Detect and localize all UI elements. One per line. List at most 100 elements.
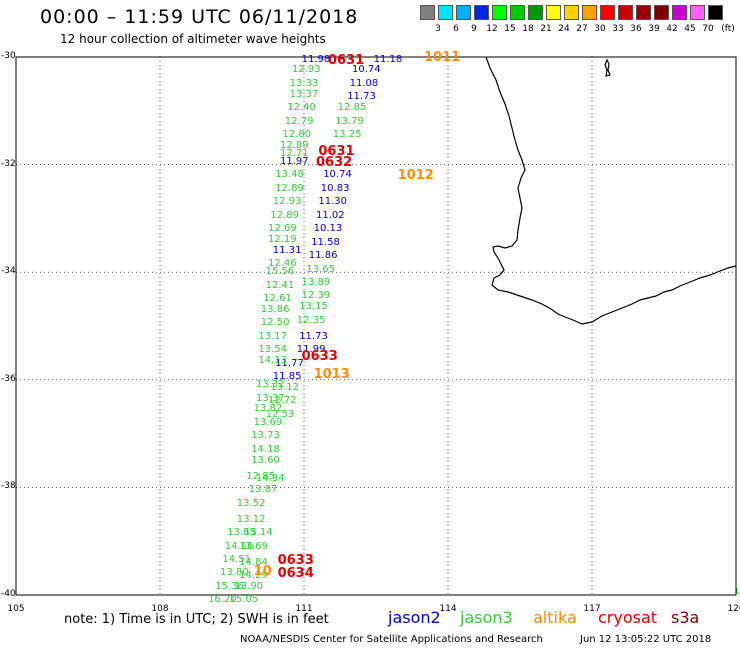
legend-swatch [420,5,435,20]
jason3-wave-height: 13.15 [299,301,328,313]
australia-coastline [485,56,737,325]
legend-swatch [438,5,453,20]
jason3-wave-height: 13.48 [275,169,304,181]
jason3-wave-height: 13.69 [239,540,268,552]
jason2-wave-height: 11.08 [349,77,379,89]
jason2-wave-height: 11.77 [275,357,304,369]
legend-level-label: 70 [702,24,714,34]
jason3-wave-height: 14.18 [251,443,280,455]
jason3-wave-height: 12.39 [301,290,331,302]
legend-level-label: 15 [504,24,516,34]
legend-level-label: 12 [486,24,498,34]
jason3-wave-height: 14.29 [239,570,268,582]
footer-note: note: 1) Time is in UTC; 2) SWH is in fe… [64,612,329,627]
jason3-wave-height: 12.35 [296,314,326,326]
cryosat-time-label: 0631 [318,144,355,160]
jason3-wave-height: 13.73 [251,430,280,442]
lat-label: -36 [1,373,16,384]
legend-swatch [456,5,471,20]
jason2-wave-height: 11.18 [373,53,403,65]
jason2-wave-height: 10.74 [352,64,381,76]
jason3-wave-height: 13.80 [220,567,249,579]
jason2-wave-height: 11.99 [296,344,326,356]
page-title: 00:00 – 11:59 UTC 06/11/2018 [40,6,359,28]
lon-label: 108 [151,604,169,614]
jason3-wave-height: 12.89 [270,209,300,221]
legend-level-label: 21 [540,24,552,34]
jason3-wave-height: 13.87 [248,484,278,496]
jason3-wave-height: 13.17 [258,330,288,342]
jason2-wave-height: 11.73 [299,330,328,342]
lon-label: 117 [583,604,601,614]
legend-level-label: 30 [594,24,606,34]
jason3-wave-height: 12.71 [280,147,309,159]
jason3-wave-height: 13.90 [234,580,264,592]
jason3-wave-height: 13.52 [236,497,266,509]
legend-level-label: 6 [453,24,459,34]
legend-cryosat: cryosat [598,608,658,627]
jason3-wave-height: 12.61 [263,293,292,305]
legend-level-label: 9 [471,24,477,34]
legend-swatch [690,5,705,20]
jason3-wave-height: 15.36 [215,580,244,592]
jason3-wave-height: 12.19 [268,233,297,245]
jason3-wave-height: 13.69 [253,416,283,428]
jason2-wave-height: 10.83 [320,182,350,194]
jason2-wave-height: 11.85 [272,371,302,383]
jason3-wave-height: 12.40 [287,102,316,114]
jason3-wave-height: 13.82 [253,403,283,415]
jason3-wave-height: 15.56 [265,266,295,278]
jason3-wave-height: 13.14 [244,527,273,539]
legend-swatch [582,5,597,20]
altika-time-label: 1013 [313,367,350,383]
lon-label: 114 [439,604,457,614]
legend-jason3: jason3 [460,608,513,627]
legend-swatch [528,5,543,20]
jason3-wave-height: 12.89 [280,139,309,151]
legend-level-label: 24 [558,24,570,34]
jason3-wave-height: 12.85 [246,470,276,482]
legend-swatch [564,5,579,20]
jason3-wave-height: 12.69 [268,223,297,235]
legend-level-label: 45 [684,24,696,34]
legend-level-label: 27 [576,24,588,34]
island-outline [604,58,611,77]
jason2-wave-height: 10.74 [323,169,352,181]
jason3-wave-height: 13.60 [251,454,280,466]
lat-label: -30 [1,51,16,61]
jason3-wave-height: 13.37 [256,392,285,404]
jason3-wave-height: 12.79 [284,115,314,127]
jason2-wave-height: 11.97 [280,155,309,167]
legend-swatch [600,5,615,20]
jason3-wave-height: 12.93 [272,196,302,208]
jason3-wave-height: 13.86 [260,303,290,315]
jason3-wave-height: 12.46 [268,258,297,270]
jason3-wave-height: 12.72 [268,395,297,407]
legend-unit: (ft) [721,24,735,34]
jason2-wave-height: 11.73 [347,91,376,103]
legend-jason2: jason2 [388,608,441,627]
legend-altika: altika [533,608,577,627]
legend-level-label: 3 [435,24,441,34]
legend-swatch [636,5,651,20]
credit-text: NOAA/NESDIS Center for Satellite Applica… [240,634,543,645]
jason3-wave-height: 13.32 [256,379,285,391]
jason3-wave-height: 13.65 [306,263,336,275]
jason3-wave-height: 12.53 [265,408,295,420]
legend-swatch [474,5,489,20]
jason3-wave-height: 12.85 [337,102,367,114]
lon-label: 105 [7,604,25,614]
edge-wave-height: 12 [733,586,740,598]
jason3-wave-height: 13.54 [258,344,288,356]
jason3-wave-height: 13.33 [289,77,319,89]
jason3-wave-height: 13.89 [301,276,331,288]
lon-label: 120 [727,604,740,614]
jason3-wave-height: 14.84 [239,556,268,568]
jason3-wave-height: 14.16 [224,540,254,552]
jason3-wave-height: 15.05 [229,594,259,606]
jason3-wave-height: 13.25 [332,129,362,140]
lat-lon-grid [15,56,737,596]
jason3-wave-height: 12.41 [265,279,295,291]
cryosat-time-label: 0632 [316,154,353,170]
